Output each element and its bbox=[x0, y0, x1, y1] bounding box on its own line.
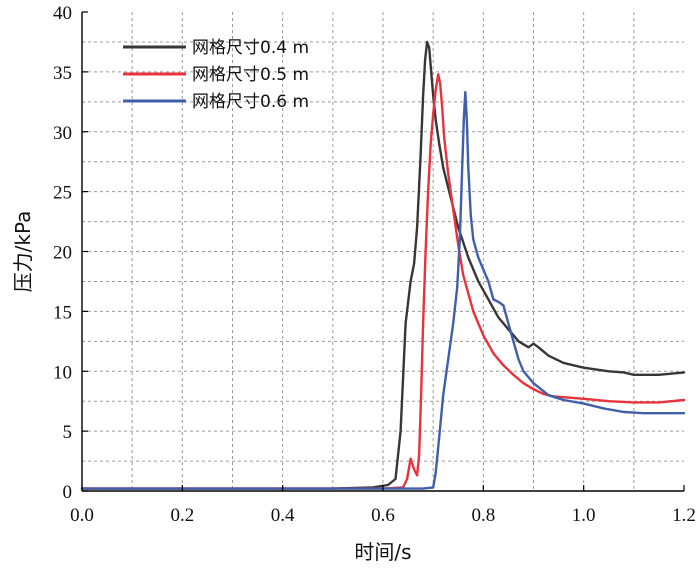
x-tick-label: 1.2 bbox=[672, 505, 696, 526]
x-tick-label: 0.0 bbox=[70, 505, 94, 526]
x-axis-title: 时间/s bbox=[354, 540, 411, 564]
x-tick-label: 0.4 bbox=[271, 505, 295, 526]
series-line-3 bbox=[80, 90, 686, 490]
y-tick-label: 25 bbox=[53, 183, 72, 204]
series-line-1 bbox=[80, 40, 686, 490]
grid-lines bbox=[82, 12, 684, 491]
legend-label-mesh-0.6: 网格尺寸0.6 m bbox=[192, 92, 309, 112]
x-tick-label: 1.0 bbox=[572, 505, 596, 526]
x-tick-label: 0.8 bbox=[471, 505, 495, 526]
y-tick-label: 35 bbox=[53, 63, 72, 84]
y-axis-title: 压力/kPa bbox=[11, 211, 35, 293]
y-tick-label: 5 bbox=[63, 422, 73, 443]
x-tick-label: 0.6 bbox=[371, 505, 395, 526]
x-tick-label: 0.2 bbox=[170, 505, 194, 526]
y-tick-label: 10 bbox=[53, 362, 72, 383]
y-tick-label: 0 bbox=[63, 482, 73, 503]
axes bbox=[81, 11, 685, 492]
legend-label-mesh-0.5: 网格尺寸0.5 m bbox=[192, 65, 309, 85]
tick-labels: 0.0 0.2 0.4 0.6 0.8 1.0 1.2 0 5 10 15 20 25 30 35 40 bbox=[53, 3, 696, 526]
y-tick-label: 40 bbox=[53, 3, 72, 24]
y-tick-label: 15 bbox=[53, 302, 72, 323]
legend-label-mesh-0.4: 网格尺寸0.4 m bbox=[192, 38, 309, 58]
y-tick-label: 20 bbox=[53, 243, 72, 264]
y-tick-label: 30 bbox=[53, 123, 72, 144]
legend: 网格尺寸0.4 m 网格尺寸0.5 m 网格尺寸0.6 m bbox=[123, 38, 309, 112]
series-lines bbox=[80, 40, 686, 490]
